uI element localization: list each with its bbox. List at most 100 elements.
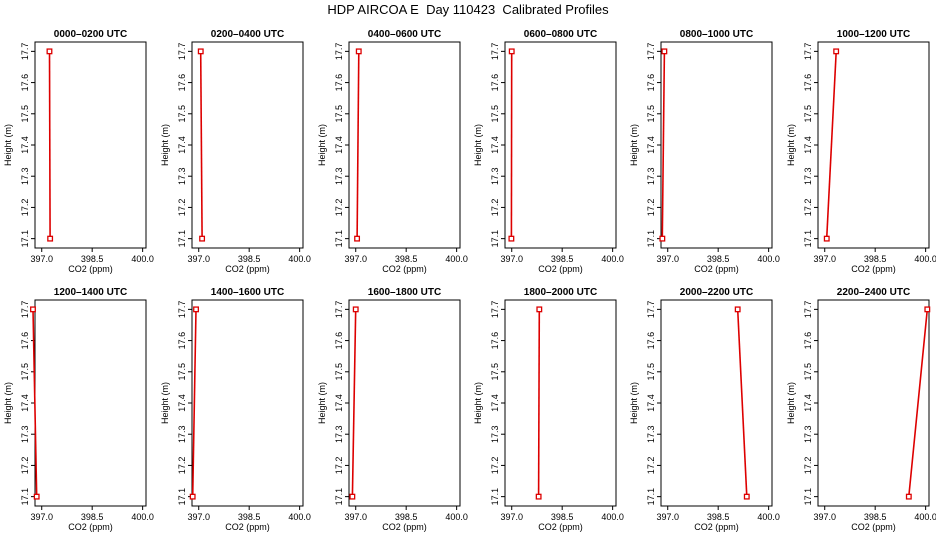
plot-frame	[660, 41, 773, 249]
y-tick-label: 17.7	[334, 43, 344, 61]
plot-frame	[34, 299, 147, 507]
x-tick-label: 397.0	[187, 512, 210, 522]
y-tick-label: 17.4	[334, 136, 344, 154]
y-tick-label: 17.6	[803, 332, 813, 350]
x-axis-label: CO2 (ppm)	[538, 522, 583, 532]
x-tick-label: 398.5	[864, 254, 887, 264]
y-tick-label: 17.2	[334, 457, 344, 475]
data-point	[352, 306, 359, 313]
y-tick-label: 17.7	[803, 43, 813, 61]
x-axis-label: CO2 (ppm)	[382, 522, 427, 532]
y-tick-label: 17.1	[177, 488, 187, 506]
y-tick-label: 17.2	[20, 457, 30, 475]
x-axis-label: CO2 (ppm)	[225, 264, 270, 274]
x-axis-label: CO2 (ppm)	[225, 522, 270, 532]
y-tick-label: 17.2	[177, 199, 187, 217]
data-point	[661, 48, 668, 55]
y-tick-label: 17.6	[803, 74, 813, 92]
x-tick-label: 400.0	[288, 512, 311, 522]
y-tick-label: 17.4	[646, 394, 656, 412]
y-axis-label: Height (m)	[629, 382, 639, 424]
profile-line	[32, 309, 38, 497]
profile-line	[199, 51, 203, 239]
data-point	[46, 48, 53, 55]
x-tick-label: 398.5	[707, 512, 730, 522]
y-tick-label: 17.1	[803, 230, 813, 248]
y-tick-label: 17.4	[803, 394, 813, 412]
y-tick-label: 17.5	[646, 105, 656, 123]
x-tick-label: 397.0	[30, 254, 53, 264]
x-tick-label: 397.0	[656, 512, 679, 522]
panel-title: 2200–2400 UTC	[837, 287, 910, 298]
data-point	[535, 493, 542, 500]
y-tick-label: 17.4	[177, 136, 187, 154]
plot-frame	[34, 41, 147, 249]
y-tick-label: 17.7	[20, 301, 30, 319]
y-tick-label: 17.7	[803, 301, 813, 319]
y-tick-label: 17.7	[334, 301, 344, 319]
y-tick-label: 17.4	[490, 394, 500, 412]
y-tick-label: 17.7	[177, 43, 187, 61]
y-tick-label: 17.3	[20, 167, 30, 185]
y-tick-label: 17.5	[20, 105, 30, 123]
y-tick-label: 17.1	[334, 488, 344, 506]
y-tick-label: 17.4	[334, 394, 344, 412]
x-tick-label: 400.0	[288, 254, 311, 264]
y-tick-label: 17.1	[646, 488, 656, 506]
y-tick-label: 17.3	[803, 425, 813, 443]
y-axis-label: Height (m)	[473, 124, 483, 166]
data-point	[924, 306, 931, 313]
data-point	[193, 306, 199, 313]
data-point	[508, 235, 515, 242]
y-tick-label: 17.6	[177, 332, 187, 350]
y-tick-label: 17.5	[177, 105, 187, 123]
data-point	[349, 493, 356, 500]
x-tick-label: 397.0	[656, 254, 679, 264]
y-axis-label: Height (m)	[317, 124, 327, 166]
y-axis-label: Height (m)	[786, 382, 796, 424]
data-point	[354, 235, 361, 242]
panel-title: 0800–1000 UTC	[680, 29, 753, 40]
y-tick-label: 17.1	[803, 488, 813, 506]
panel-title: 0400–0600 UTC	[368, 29, 441, 40]
y-tick-label: 17.6	[20, 332, 30, 350]
y-tick-label: 17.6	[20, 74, 30, 92]
y-tick-label: 17.7	[490, 301, 500, 319]
y-tick-label: 17.6	[177, 74, 187, 92]
y-tick-label: 17.1	[177, 230, 187, 248]
y-tick-label: 17.3	[646, 425, 656, 443]
y-tick-label: 17.2	[646, 199, 656, 217]
y-tick-label: 17.1	[334, 230, 344, 248]
x-tick-label: 398.5	[864, 512, 887, 522]
data-point	[833, 48, 840, 55]
x-tick-label: 398.5	[395, 512, 418, 522]
x-axis-label: CO2 (ppm)	[382, 264, 427, 274]
x-tick-label: 400.0	[131, 512, 154, 522]
y-axis-label: Height (m)	[473, 382, 483, 424]
y-tick-label: 17.7	[646, 43, 656, 61]
data-point	[659, 235, 666, 242]
y-tick-label: 17.1	[490, 230, 500, 248]
panel-title: 0600–0800 UTC	[524, 29, 597, 40]
x-tick-label: 400.0	[601, 512, 624, 522]
data-point	[199, 235, 206, 242]
y-tick-label: 17.4	[803, 136, 813, 154]
x-tick-label: 398.5	[707, 254, 730, 264]
y-axis-label: Height (m)	[3, 382, 13, 424]
panel-title: 0200–0400 UTC	[211, 29, 284, 40]
y-tick-label: 17.2	[803, 457, 813, 475]
x-tick-label: 398.5	[238, 512, 261, 522]
x-tick-label: 397.0	[500, 254, 523, 264]
y-tick-label: 17.5	[646, 363, 656, 381]
y-tick-label: 17.2	[646, 457, 656, 475]
y-tick-label: 17.3	[646, 167, 656, 185]
y-tick-label: 17.5	[490, 105, 500, 123]
x-tick-label: 398.5	[551, 254, 574, 264]
profile-line	[191, 309, 197, 497]
page-title: HDP AIRCOA E Day 110423 Calibrated Profi…	[327, 2, 609, 17]
plot-frame	[660, 299, 773, 507]
y-tick-label: 17.6	[334, 332, 344, 350]
y-tick-label: 17.6	[646, 332, 656, 350]
y-axis-label: Height (m)	[786, 124, 796, 166]
y-tick-label: 17.6	[490, 332, 500, 350]
